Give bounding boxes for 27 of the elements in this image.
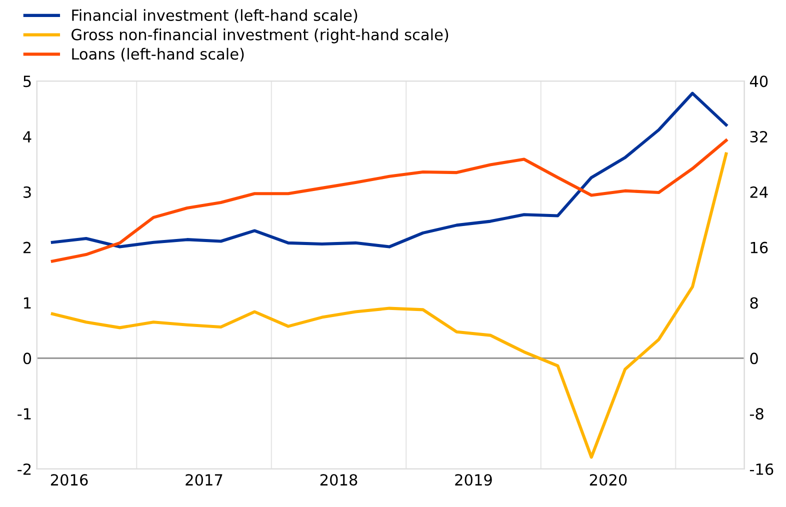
y2-tick-label: 16 (750, 242, 768, 254)
x-tick-label: 2017 (186, 474, 222, 486)
y2-tick-label: -16 (750, 463, 774, 475)
legend-label: Loans (left-hand scale) (72, 48, 244, 62)
x-tick-label: 2016 (50, 474, 88, 486)
y2-tick-label: 24 (750, 186, 768, 198)
y-tick-label: 3 (24, 186, 31, 198)
y-tick-label: -2 (18, 463, 31, 475)
line-series (50, 92, 728, 248)
line-series (50, 152, 728, 459)
y2-tick-label: 40 (750, 76, 768, 88)
legend-label: Financial investment (left-hand scale) (72, 9, 358, 23)
y2-tick-label: 32 (750, 130, 768, 143)
legend-label: Gross non-financial investment (right-hand scale) (72, 28, 448, 44)
y-tick-label: 2 (23, 242, 31, 254)
y2-tick-label: 8 (750, 297, 758, 309)
y-tick-label: 5 (24, 76, 31, 88)
y2-tick-label: -8 (750, 408, 764, 420)
y-tick-label: 1 (24, 297, 31, 309)
x-tick-label: 2018 (320, 474, 358, 486)
y-tick-label: 0 (23, 352, 32, 364)
y-tick-label: 4 (23, 131, 32, 142)
x-tick-label: 2020 (590, 474, 627, 486)
y2-tick-label: 0 (750, 352, 758, 364)
line-series (50, 138, 728, 263)
y-tick-label: -1 (18, 408, 31, 420)
x-tick-label: 2019 (455, 474, 492, 486)
